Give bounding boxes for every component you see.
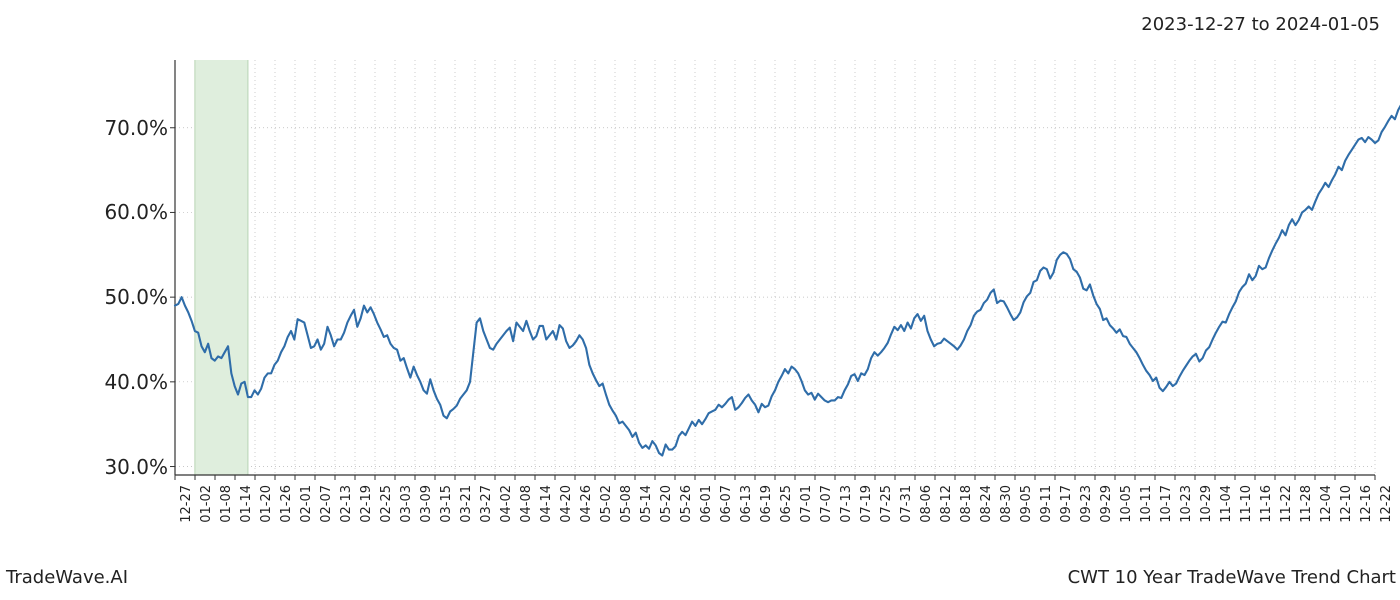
x-tick-label: 12-27 [179, 485, 194, 523]
x-tick-label: 06-19 [759, 485, 774, 523]
chart-plot [175, 60, 1375, 475]
x-tick-label: 08-24 [979, 485, 994, 523]
x-tick-label: 10-05 [1119, 485, 1134, 523]
y-tick-label: 60.0% [88, 200, 168, 224]
x-tick-label: 04-14 [539, 485, 554, 523]
x-tick-label: 01-14 [239, 485, 254, 523]
x-tick-label: 09-11 [1039, 485, 1054, 523]
x-tick-label: 06-25 [779, 485, 794, 523]
x-tick-label: 02-25 [379, 485, 394, 523]
footer-right-label: CWT 10 Year TradeWave Trend Chart [1068, 567, 1396, 588]
x-tick-label: 04-26 [579, 485, 594, 523]
x-tick-label: 10-11 [1139, 485, 1154, 523]
x-tick-label: 04-20 [559, 485, 574, 523]
x-tick-label: 09-05 [1019, 485, 1034, 523]
x-tick-label: 02-01 [299, 485, 314, 523]
x-tick-label: 11-04 [1219, 485, 1234, 523]
x-tick-label: 05-20 [659, 485, 674, 523]
x-tick-label: 02-13 [339, 485, 354, 523]
y-tick-label: 30.0% [88, 455, 168, 479]
x-tick-label: 01-08 [219, 485, 234, 523]
x-tick-label: 11-10 [1239, 485, 1254, 523]
x-tick-label: 08-30 [999, 485, 1014, 523]
x-tick-label: 04-08 [519, 485, 534, 523]
x-tick-label: 09-23 [1079, 485, 1094, 523]
x-tick-label: 07-07 [819, 485, 834, 523]
x-tick-label: 05-14 [639, 485, 654, 523]
x-tick-label: 06-01 [699, 485, 714, 523]
footer-left-label: TradeWave.AI [6, 567, 128, 588]
x-tick-label: 03-09 [419, 485, 434, 523]
x-tick-label: 06-07 [719, 485, 734, 523]
x-tick-label: 11-16 [1259, 485, 1274, 523]
x-tick-label: 05-08 [619, 485, 634, 523]
x-tick-label: 11-28 [1299, 485, 1314, 523]
x-tick-label: 10-17 [1159, 485, 1174, 523]
x-tick-label: 12-10 [1339, 485, 1354, 523]
x-tick-label: 09-17 [1059, 485, 1074, 523]
x-tick-label: 12-22 [1379, 485, 1394, 523]
x-tick-label: 07-19 [859, 485, 874, 523]
y-tick-label: 40.0% [88, 370, 168, 394]
x-tick-label: 09-29 [1099, 485, 1114, 523]
x-tick-label: 01-26 [279, 485, 294, 523]
x-tick-label: 07-13 [839, 485, 854, 523]
y-tick-label: 50.0% [88, 285, 168, 309]
x-tick-label: 02-19 [359, 485, 374, 523]
x-tick-label: 02-07 [319, 485, 334, 523]
x-tick-label: 12-04 [1319, 485, 1334, 523]
x-tick-label: 07-31 [899, 485, 914, 523]
x-tick-label: 03-15 [439, 485, 454, 523]
x-tick-label: 06-13 [739, 485, 754, 523]
date-range-label: 2023-12-27 to 2024-01-05 [1141, 14, 1380, 35]
x-tick-label: 08-18 [959, 485, 974, 523]
x-tick-label: 07-01 [799, 485, 814, 523]
y-tick-label: 70.0% [88, 116, 168, 140]
x-tick-label: 04-02 [499, 485, 514, 523]
x-tick-label: 07-25 [879, 485, 894, 523]
x-tick-label: 03-27 [479, 485, 494, 523]
x-tick-label: 10-29 [1199, 485, 1214, 523]
x-tick-label: 08-06 [919, 485, 934, 523]
x-tick-label: 12-16 [1359, 485, 1374, 523]
chart-container: 2023-12-27 to 2024-01-05 30.0% 40.0% 50.0%… [0, 0, 1400, 600]
x-tick-label: 11-22 [1279, 485, 1294, 523]
x-tick-label: 01-20 [259, 485, 274, 523]
x-tick-label: 05-26 [679, 485, 694, 523]
x-tick-label: 08-12 [939, 485, 954, 523]
x-tick-label: 03-03 [399, 485, 414, 523]
x-tick-label: 01-02 [199, 485, 214, 523]
x-tick-label: 03-21 [459, 485, 474, 523]
x-tick-label: 10-23 [1179, 485, 1194, 523]
x-tick-label: 05-02 [599, 485, 614, 523]
